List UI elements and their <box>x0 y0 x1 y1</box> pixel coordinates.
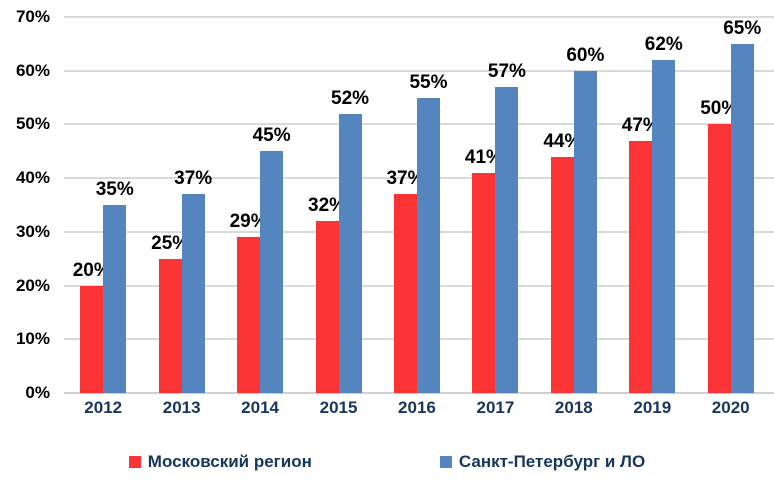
y-tick-label: 60% <box>15 60 50 80</box>
x-tick-label: 2016 <box>398 398 436 417</box>
bar-value-label: 29% <box>229 211 268 233</box>
legend-label: Московский регион <box>147 452 312 471</box>
bar-series2-2015: 52% <box>331 88 369 393</box>
legend-swatch-icon <box>439 456 452 468</box>
x-axis: 2012 2013 2014 2015 2016 2017 2018 2019 2020 <box>64 398 770 418</box>
y-tick-label: 20% <box>15 275 50 295</box>
bar-value-label: 25% <box>151 232 190 254</box>
baseline-gridline <box>64 392 774 394</box>
bar-group-2014: 29% 45% <box>221 17 299 393</box>
legend-item: Московский регион <box>128 452 312 472</box>
x-tick-label: 2015 <box>319 398 358 417</box>
x-tick-label: 2019 <box>633 398 672 417</box>
bar-value-label: 20% <box>72 259 111 281</box>
y-tick-label: 10% <box>15 329 50 349</box>
bar-series1-2017: 41% <box>465 147 503 393</box>
x-tick-label: 2013 <box>162 398 201 417</box>
bar-value-label: 32% <box>308 195 347 217</box>
bar-value-label: 45% <box>252 125 291 147</box>
bar-group-2012: 20% 35% <box>64 17 142 393</box>
bar-series2-2019: 62% <box>645 34 683 393</box>
bar-value-label: 60% <box>566 44 605 66</box>
bar-series2-2017: 57% <box>488 61 526 393</box>
x-tick-label: 2014 <box>241 398 279 417</box>
bar-value-label: 44% <box>543 130 582 152</box>
legend: Московский регион Санкт-Петербург и ЛО <box>0 452 774 472</box>
bar-series1-2018: 44% <box>543 131 581 393</box>
bar-value-label: 62% <box>644 33 683 55</box>
bar-series1-2013: 25% <box>151 233 189 393</box>
y-tick-label: 30% <box>15 221 50 241</box>
bar-group-2019: 47% 62% <box>613 17 691 393</box>
bar-value-label: 65% <box>723 17 762 39</box>
y-tick-label: 0% <box>25 383 50 402</box>
bar-series2-2018: 60% <box>566 45 604 393</box>
bar-series2-2013: 37% <box>174 168 212 393</box>
x-tick-label: 2017 <box>476 398 515 417</box>
legend-label: Санкт-Петербург и ЛО <box>458 452 646 471</box>
bar-series1-2014: 29% <box>230 211 268 393</box>
bar-value-label: 55% <box>409 71 448 93</box>
bar-value-label: 47% <box>621 114 660 136</box>
bar-series1-2016: 37% <box>386 168 424 393</box>
bar-series1-2020: 50% <box>700 98 738 393</box>
bar-series1-2012: 20% <box>73 260 111 393</box>
bar-value-label: 37% <box>174 168 213 190</box>
x-tick-label: 2012 <box>84 398 123 417</box>
bar-value-label: 50% <box>700 98 739 120</box>
bar-value-label: 35% <box>95 179 134 200</box>
bar-series2-2020: 65% <box>723 18 761 393</box>
bar-series2-2016: 55% <box>409 72 447 393</box>
bar-groups: 20% 35% 25% 37% 29% 45% 32% 52% 37% 55% 41% 57% 44% 6… <box>64 17 770 393</box>
gridline <box>64 69 774 72</box>
bar-value-label: 41% <box>464 146 503 168</box>
bar-value-label: 52% <box>331 87 370 109</box>
bar-group-2017: 41% 57% <box>456 17 534 393</box>
bar-group-2015: 32% 52% <box>299 17 377 393</box>
bar-value-label: 37% <box>386 168 425 190</box>
gridline <box>64 16 774 18</box>
legend-swatch-icon <box>128 456 141 468</box>
bar-series2-2012: 35% <box>96 179 134 393</box>
bar-group-2013: 25% 37% <box>142 17 220 393</box>
bar-group-2020: 50% 65% <box>692 17 770 393</box>
legend-item: Санкт-Петербург и ЛО <box>439 452 646 472</box>
x-tick-label: 2020 <box>711 398 750 417</box>
bar-series2-2014: 45% <box>253 125 291 393</box>
bar-group-2016: 37% 55% <box>378 17 456 393</box>
y-tick-label: 70% <box>15 7 50 26</box>
bar-series1-2015: 32% <box>308 195 346 393</box>
bar-series1-2019: 47% <box>622 115 660 393</box>
y-tick-label: 40% <box>15 168 50 188</box>
x-tick-label: 2018 <box>554 398 593 417</box>
bar-value-label: 57% <box>487 60 526 82</box>
y-axis: 0% 10% 20% 30% 40% 50% 60% 70% <box>0 7 58 402</box>
plot-area: 20% 35% 25% 37% 29% 45% 32% 52% 37% 55% 41% 57% 44% 6… <box>64 16 774 394</box>
bar-group-2018: 44% 60% <box>535 17 613 393</box>
y-tick-label: 50% <box>15 114 50 134</box>
